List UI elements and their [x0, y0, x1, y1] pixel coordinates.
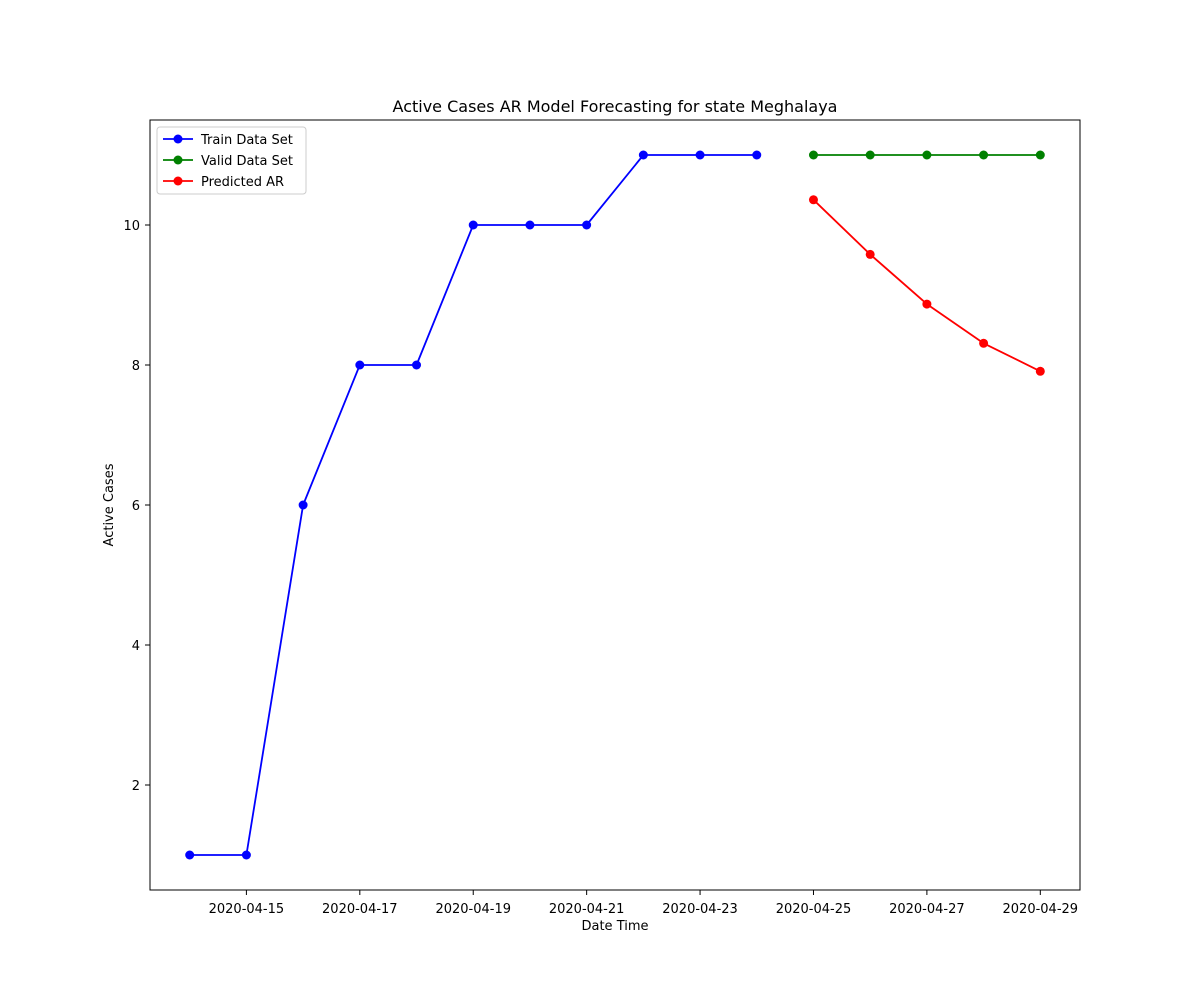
x-tick-label: 2020-04-17	[322, 902, 398, 917]
predicted-ar-legend-marker	[173, 176, 183, 186]
train-data-set-point	[241, 850, 251, 860]
valid-data-set-legend-marker	[173, 155, 183, 165]
y-tick-label: 4	[132, 639, 140, 654]
predicted-ar-legend-label: Predicted AR	[201, 175, 284, 190]
y-tick-label: 6	[132, 499, 140, 514]
valid-data-set-point	[865, 150, 875, 160]
x-tick-label: 2020-04-25	[776, 902, 852, 917]
x-tick-label: 2020-04-21	[549, 902, 625, 917]
y-tick-label: 8	[132, 359, 140, 374]
chart-title: Active Cases AR Model Forecasting for st…	[393, 97, 838, 116]
train-data-set-point	[412, 360, 422, 370]
series-layer	[185, 150, 1045, 860]
legend-box	[156, 126, 307, 195]
train-data-set-legend-label: Train Data Set	[200, 133, 293, 148]
x-tick-label: 2020-04-29	[1003, 902, 1079, 917]
train-data-set-point	[582, 220, 592, 230]
train-data-set-point	[355, 360, 365, 370]
x-axis: 2020-04-15 2020-04-17 2020-04-19 2020-04-21…	[209, 890, 1078, 917]
train-data-set-point	[298, 500, 308, 510]
train-data-set-point	[752, 150, 762, 160]
x-tick-label: 2020-04-19	[435, 902, 511, 917]
y-tick-label: 10	[123, 219, 140, 234]
train-data-set-point	[695, 150, 705, 160]
train-data-set-point	[185, 850, 195, 860]
x-tick-label: 2020-04-15	[209, 902, 285, 917]
y-tick-label: 2	[132, 779, 140, 794]
train-data-set-point	[468, 220, 478, 230]
valid-data-set-point	[922, 150, 932, 160]
predicted-ar-point	[922, 299, 932, 309]
train-data-set-point	[525, 220, 535, 230]
valid-data-set-point	[1035, 150, 1045, 160]
x-axis-label: Date Time	[581, 919, 648, 934]
predicted-ar-point	[865, 249, 875, 259]
predicted-ar-point	[1035, 366, 1045, 376]
legend: Train Data Set Valid Data Set Predicted AR	[156, 126, 307, 195]
valid-data-set-legend-label: Valid Data Set	[201, 154, 293, 169]
predicted-ar-point	[808, 195, 818, 205]
train-data-set-point	[638, 150, 648, 160]
valid-data-set-point	[979, 150, 989, 160]
y-axis: 2 4 6 8 10	[123, 219, 150, 794]
predicted-ar-point	[979, 338, 989, 348]
x-tick-label: 2020-04-27	[889, 902, 965, 917]
x-tick-label: 2020-04-23	[662, 902, 738, 917]
y-axis-label: Active Cases	[102, 463, 117, 546]
train-data-set-legend-marker	[173, 134, 183, 144]
valid-data-set-point	[808, 150, 818, 160]
